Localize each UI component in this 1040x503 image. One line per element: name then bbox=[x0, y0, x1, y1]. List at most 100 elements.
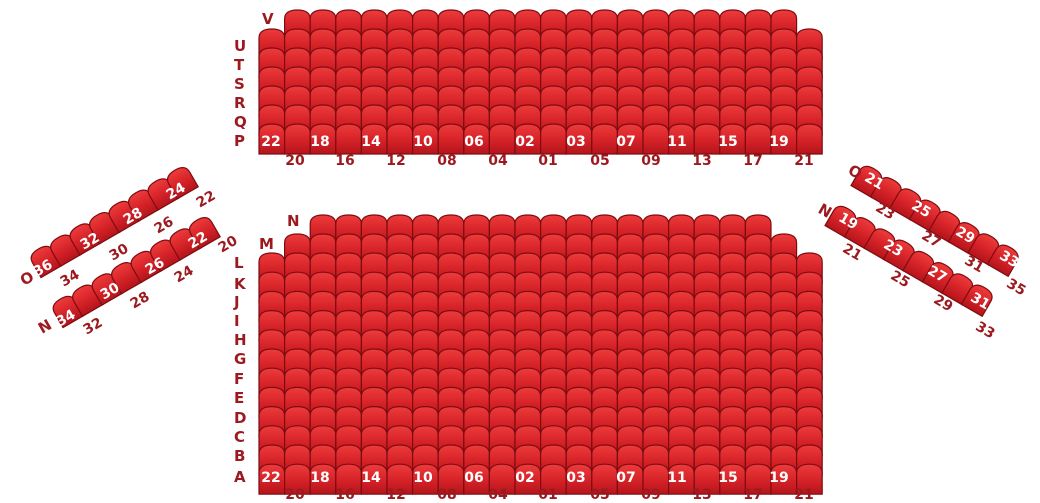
seat-number: 11 bbox=[667, 470, 686, 486]
row-label: G bbox=[234, 350, 246, 368]
seat-number: 10 bbox=[413, 134, 433, 150]
right-wing-section bbox=[824, 165, 1021, 318]
seat-number: 26 bbox=[152, 214, 177, 238]
seat-number: 16 bbox=[335, 487, 354, 503]
seat[interactable] bbox=[164, 164, 200, 200]
seat-number: 20 bbox=[285, 487, 305, 503]
seat[interactable] bbox=[744, 123, 772, 155]
seat-number: 05 bbox=[590, 487, 609, 503]
upper-center-section bbox=[258, 9, 823, 155]
seat-number: 34 bbox=[58, 267, 83, 291]
seat-number: 22 bbox=[261, 470, 280, 486]
row-label: V bbox=[262, 10, 274, 28]
seat-number: 06 bbox=[464, 470, 483, 486]
row-label: N bbox=[35, 316, 55, 338]
seat[interactable] bbox=[335, 123, 362, 155]
seat-number: 01 bbox=[538, 153, 557, 169]
seat-number: 17 bbox=[743, 153, 762, 169]
seat-number: 16 bbox=[335, 153, 354, 169]
row-label: P bbox=[234, 132, 245, 150]
seat[interactable] bbox=[795, 123, 823, 155]
seat-number: 22 bbox=[194, 188, 219, 212]
seat-number: 24 bbox=[172, 263, 197, 287]
lower-row-labels: N M L K J I H G F E D C B A bbox=[233, 212, 300, 486]
seat-number: 10 bbox=[413, 470, 433, 486]
row-label: S bbox=[234, 75, 245, 93]
seat-number: 14 bbox=[361, 134, 381, 150]
seat-number: 08 bbox=[437, 153, 456, 169]
seat-number: 21 bbox=[794, 487, 813, 503]
row-label: J bbox=[233, 293, 240, 311]
seat-number: 07 bbox=[616, 470, 635, 486]
seat-number: 11 bbox=[667, 134, 686, 150]
seat-number: 07 bbox=[616, 134, 635, 150]
seat-number: 04 bbox=[488, 487, 508, 503]
seat-number: 08 bbox=[437, 487, 456, 503]
seat[interactable] bbox=[960, 282, 995, 318]
seat-number: 15 bbox=[718, 470, 737, 486]
seat-number: 05 bbox=[590, 153, 609, 169]
seat[interactable] bbox=[437, 123, 465, 155]
seat[interactable] bbox=[284, 123, 311, 155]
seat-number: 20 bbox=[285, 153, 305, 169]
seat-number: 13 bbox=[692, 487, 711, 503]
seat[interactable] bbox=[986, 242, 1021, 278]
upper-row-labels: V U T S R Q P bbox=[234, 10, 274, 150]
lower-below-numbers: 20 16 12 08 04 01 05 09 13 17 21 bbox=[285, 487, 813, 503]
row-label: E bbox=[234, 389, 244, 407]
left-wing-section bbox=[30, 164, 222, 329]
seat-number: 02 bbox=[515, 134, 534, 150]
seat-number: 32 bbox=[81, 315, 106, 339]
row-label: Q bbox=[234, 113, 247, 131]
seat-number: 19 bbox=[769, 470, 788, 486]
seat-number: 13 bbox=[692, 153, 711, 169]
row-label: D bbox=[234, 409, 246, 427]
row-label: N bbox=[287, 212, 300, 230]
seat-number: 03 bbox=[566, 134, 585, 150]
row-label: R bbox=[234, 94, 246, 112]
seat-number: 30 bbox=[107, 241, 132, 265]
seat-number: 01 bbox=[538, 487, 557, 503]
seat-number: 03 bbox=[566, 470, 585, 486]
row-label: K bbox=[234, 275, 247, 293]
row-label: F bbox=[234, 370, 244, 388]
row-label: A bbox=[234, 468, 246, 486]
row-label: U bbox=[234, 37, 246, 55]
upper-front-row-numbers: 22 18 14 10 06 02 03 07 11 15 19 bbox=[261, 134, 788, 150]
seat[interactable] bbox=[539, 123, 567, 155]
seat[interactable] bbox=[591, 123, 618, 155]
seat-number: 28 bbox=[128, 289, 153, 313]
seat-number: 06 bbox=[464, 134, 483, 150]
seat-number: 15 bbox=[718, 134, 737, 150]
seat-number: 19 bbox=[769, 134, 788, 150]
row-label: I bbox=[234, 312, 240, 330]
seat[interactable] bbox=[386, 123, 414, 155]
seat-number: 12 bbox=[386, 487, 405, 503]
seat-number: 12 bbox=[386, 153, 405, 169]
seat-number: 17 bbox=[743, 487, 762, 503]
row-label: B bbox=[234, 447, 245, 465]
row-label: M bbox=[259, 235, 274, 253]
seat-number: 02 bbox=[515, 470, 534, 486]
seat[interactable] bbox=[795, 463, 823, 495]
seat[interactable] bbox=[642, 123, 670, 155]
seat-number: 21 bbox=[794, 153, 813, 169]
seat-number: 04 bbox=[488, 153, 508, 169]
seat[interactable] bbox=[693, 123, 721, 155]
seat-number: 18 bbox=[310, 470, 329, 486]
seat-number: 09 bbox=[641, 487, 660, 503]
row-label: H bbox=[234, 331, 247, 349]
seat-number: 14 bbox=[361, 470, 381, 486]
seat-number: 35 bbox=[1004, 276, 1029, 300]
seat[interactable] bbox=[186, 214, 222, 250]
seat-number: 09 bbox=[641, 153, 660, 169]
row-label: L bbox=[234, 254, 244, 272]
row-label: C bbox=[234, 428, 245, 446]
seat[interactable] bbox=[488, 123, 516, 155]
row-label: T bbox=[234, 56, 245, 74]
seat-number: 33 bbox=[973, 319, 998, 343]
seat-number: 22 bbox=[261, 134, 280, 150]
lower-front-row-numbers: 22 18 14 10 06 02 03 07 11 15 19 bbox=[261, 470, 788, 486]
seat-number: 18 bbox=[310, 134, 329, 150]
